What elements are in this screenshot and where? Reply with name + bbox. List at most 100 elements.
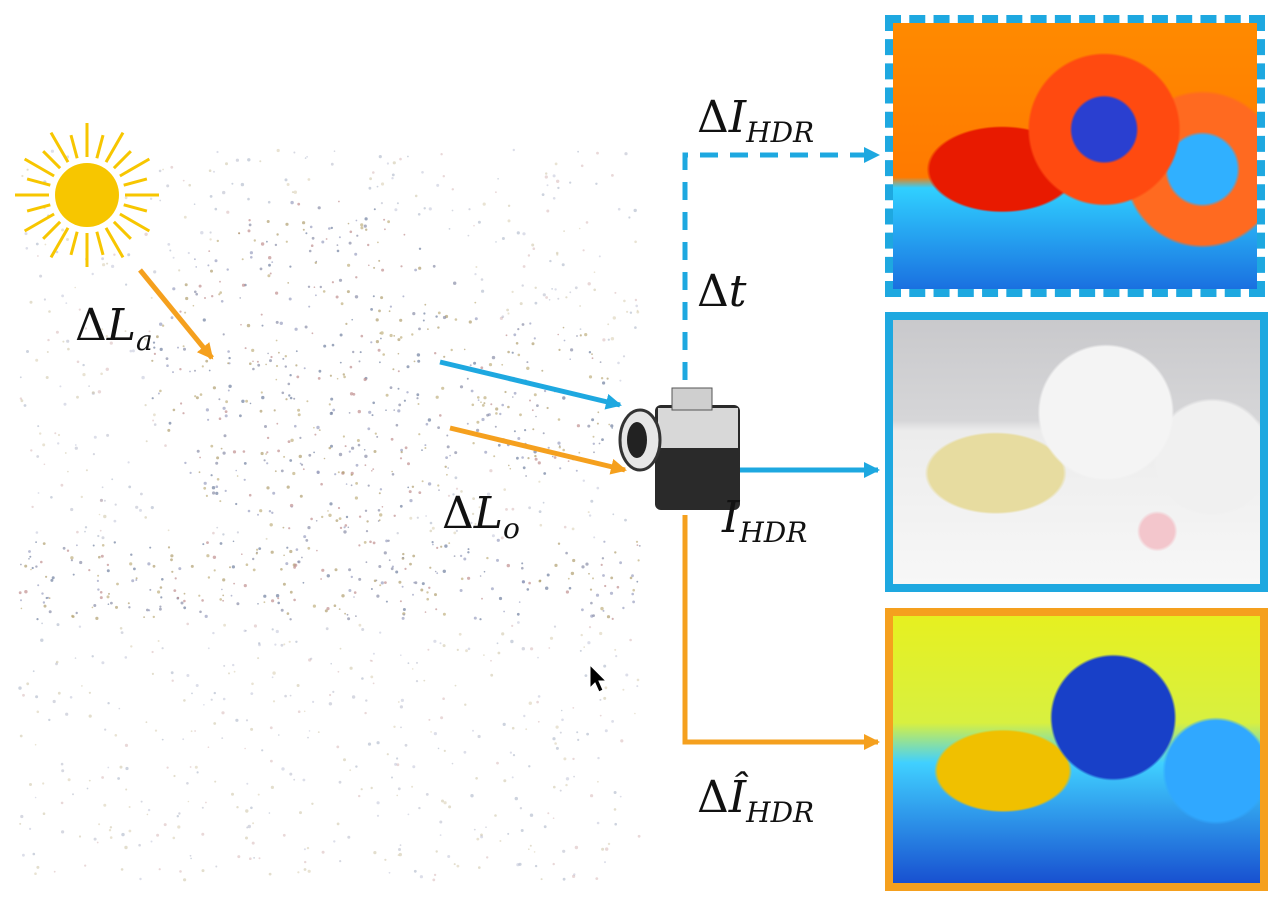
point-cloud-dot [599,698,602,701]
point-cloud-dot [565,296,568,299]
point-cloud-dot [537,656,539,659]
point-cloud-dot [236,475,239,477]
point-cloud-dot [190,857,192,860]
point-cloud-scene [18,148,641,882]
point-cloud-dot [378,309,381,313]
point-cloud-dot [213,170,215,173]
point-cloud-dot [481,404,485,407]
point-cloud-dot [373,450,377,453]
point-cloud-dot [306,846,310,850]
point-cloud-dot [275,378,278,381]
point-cloud-dot [93,435,97,439]
point-cloud-dot [128,606,131,609]
point-cloud-dot [210,474,213,477]
point-cloud-dot [534,286,537,289]
point-cloud-dot [552,737,556,741]
point-cloud-dot [275,320,279,324]
point-cloud-dot [222,190,226,195]
point-cloud-dot [292,471,296,476]
point-cloud-dot [303,535,307,539]
point-cloud-dot [32,852,36,856]
point-cloud-dot [333,840,336,843]
point-cloud-dot [338,608,341,610]
point-cloud-dot [212,531,215,535]
point-cloud-dot [353,596,355,598]
point-cloud-dot [75,611,78,615]
point-cloud-dot [207,264,210,267]
point-cloud-dot [411,333,414,336]
point-cloud-dot [304,860,307,864]
point-cloud-dot [182,179,185,182]
point-cloud-dot [402,608,406,611]
point-cloud-dot [491,355,496,360]
point-cloud-dot [215,491,219,495]
point-cloud-dot [398,580,402,584]
point-cloud-dot [92,453,95,456]
point-cloud-dot [180,402,183,405]
point-cloud-dot [423,312,426,315]
point-cloud-dot [415,680,419,683]
point-cloud-dot [387,220,390,224]
point-cloud-dot [222,697,226,701]
point-cloud-dot [611,720,614,723]
point-cloud-dot [84,327,87,330]
point-cloud-dot [448,228,451,230]
point-cloud-dot [603,540,606,543]
point-cloud-dot [275,629,279,634]
point-cloud-dot [584,333,588,337]
point-cloud-dot [263,459,266,462]
point-cloud-dot [271,676,274,679]
point-cloud-dot [177,825,181,829]
point-cloud-dot [587,511,590,514]
point-cloud-dot [297,408,301,412]
point-cloud-dot [149,546,152,549]
point-cloud-dot [424,611,427,613]
point-cloud-dot [303,868,307,871]
point-cloud-dot [446,434,449,437]
point-cloud-dot [603,664,607,668]
point-cloud-dot [328,446,332,450]
point-cloud-dot [312,604,316,608]
point-cloud-dot [61,830,65,834]
point-cloud-dot [259,267,263,271]
point-cloud-dot [512,396,514,398]
point-cloud-dot [241,283,246,287]
point-cloud-dot [205,801,207,804]
point-cloud-dot [342,435,345,438]
point-cloud-dot [418,806,421,810]
point-cloud-dot [327,510,329,512]
point-cloud-dot [171,679,174,682]
point-cloud-dot [338,200,340,203]
point-cloud-dot [64,452,67,454]
point-cloud-dot [590,794,594,798]
point-cloud-dot [37,255,39,257]
point-cloud-dot [36,710,40,714]
point-cloud-dot [603,696,607,700]
point-cloud-dot [76,360,80,364]
point-cloud-dot [545,586,549,590]
point-cloud-dot [590,601,593,605]
point-cloud-dot [92,544,95,547]
point-cloud-dot [457,501,460,504]
point-cloud-dot [161,324,165,327]
point-cloud-dot [416,353,421,357]
point-cloud-dot [288,297,292,301]
point-cloud-dot [66,549,70,552]
point-cloud-dot [383,218,386,221]
point-cloud-dot [131,349,135,353]
point-cloud-dot [631,592,634,596]
point-cloud-dot [605,847,609,851]
point-cloud-dot [363,377,367,382]
point-cloud-dot [50,496,53,499]
point-cloud-dot [411,668,414,670]
point-cloud-dot [392,368,395,371]
point-cloud-dot [263,601,266,604]
point-cloud-dot [472,442,475,445]
point-cloud-dot [45,376,49,379]
point-cloud-dot [531,409,534,412]
point-cloud-dot [253,857,256,859]
point-cloud-dot [534,457,538,461]
point-cloud-dot [385,539,388,543]
point-cloud-dot [440,153,443,156]
point-cloud-dot [182,738,185,741]
